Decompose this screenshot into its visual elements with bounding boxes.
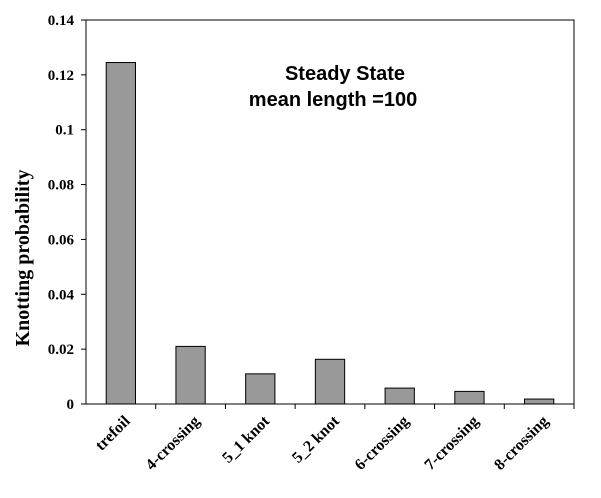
- bar-5-2-knot: [314, 358, 346, 405]
- annotation-steady-state: Steady State: [285, 63, 405, 85]
- y-tick-label: 0.14: [48, 13, 75, 29]
- annotation-mean-length: mean length =100: [249, 89, 417, 111]
- y-axis-title: Knotting probability: [12, 170, 34, 347]
- y-tick-label: 0.04: [48, 287, 75, 303]
- bar-5-1-knot: [245, 373, 276, 405]
- bar-trefoil: [105, 62, 136, 405]
- bar-6-crossing: [384, 387, 415, 405]
- y-tick-label: 0.06: [48, 232, 75, 248]
- y-tick-label: 0: [67, 397, 75, 413]
- y-tick-label: 0.12: [48, 68, 74, 84]
- bar-4-crossing: [175, 345, 206, 405]
- y-tick-label: 0.1: [55, 123, 74, 139]
- bar-series: [105, 62, 555, 405]
- bar-8-crossing: [524, 398, 555, 405]
- y-tick-label: 0.08: [48, 178, 74, 194]
- y-axis: 0 0.02 0.04 0.06 0.08 0.1 0.12 0.14: [48, 13, 86, 413]
- bar-7-crossing: [454, 390, 485, 405]
- y-tick-label: 0.02: [48, 342, 74, 358]
